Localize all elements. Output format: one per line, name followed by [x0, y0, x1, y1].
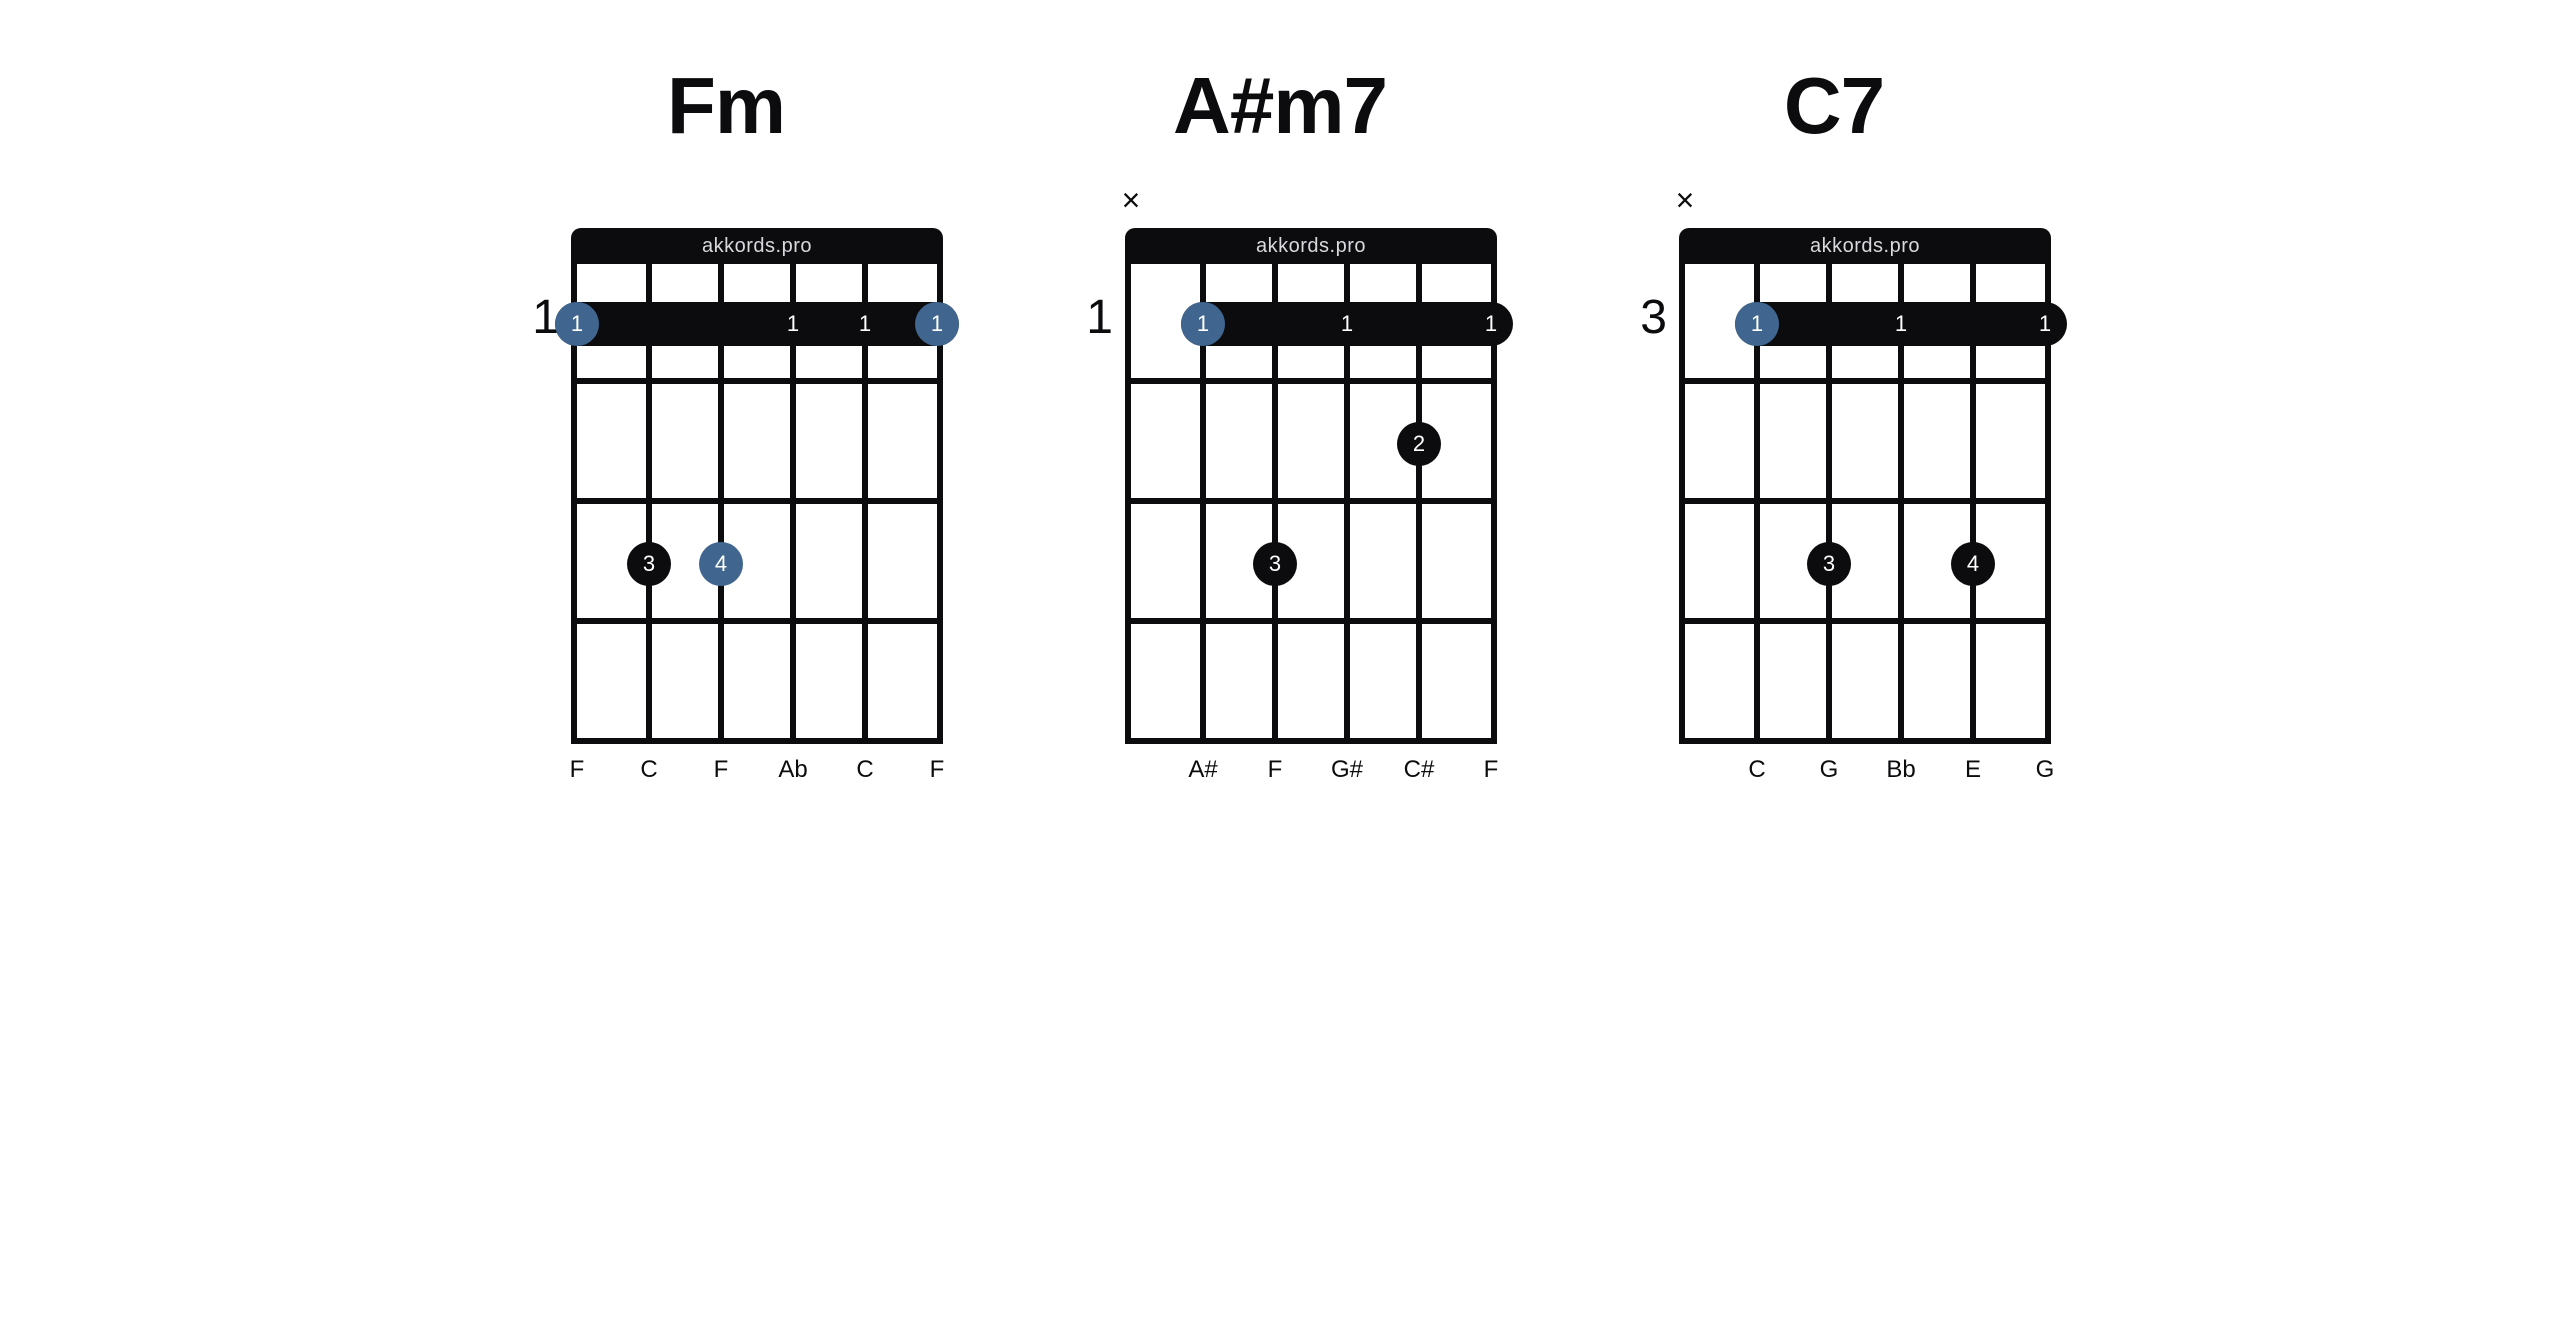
note-label: G — [1820, 756, 1839, 784]
note-label: F — [930, 756, 945, 784]
barre-dot: 1 — [1469, 302, 1513, 346]
note-label: Bb — [1886, 756, 1915, 784]
note-label: C — [1748, 756, 1765, 784]
diagram-wrap: 3×akkords.pro11134CGBbEG — [1617, 182, 2051, 786]
diagram-wrap: 1×akkords.pro11123A#FG#C#F — [1063, 182, 1497, 786]
mute-icon: × — [1676, 182, 1695, 219]
finger-dot: 3 — [1253, 542, 1297, 586]
diagram: akkords.pro111134FCFAbCF — [571, 182, 943, 786]
notes-row: A# F G# C# F — [1125, 756, 1497, 786]
note-label: C# — [1404, 756, 1435, 784]
note-label: F — [1268, 756, 1283, 784]
start-fret-label: 1 — [509, 290, 559, 345]
note-label: F — [714, 756, 729, 784]
chord-name: Fm — [667, 60, 785, 152]
note-label: F — [570, 756, 585, 784]
mute-row — [571, 182, 943, 222]
diagram-wrap: 1akkords.pro111134FCFAbCF — [509, 182, 943, 786]
nut-bar: akkords.pro — [1125, 228, 1497, 264]
fretboard: 11134 — [1679, 264, 2051, 744]
note-label: G# — [1331, 756, 1363, 784]
barre-dot: 1 — [1879, 302, 1923, 346]
finger-dot: 3 — [627, 542, 671, 586]
barre-dot: 1 — [1181, 302, 1225, 346]
mute-row: × — [1679, 182, 2051, 222]
note-label: C — [640, 756, 657, 784]
start-fret-label: 1 — [1063, 290, 1113, 345]
chord-name: C7 — [1784, 60, 1884, 152]
barre — [555, 302, 959, 346]
start-fret-label: 3 — [1617, 290, 1667, 345]
barre-dot: 1 — [771, 302, 815, 346]
finger-dot: 4 — [1951, 542, 1995, 586]
nut-bar: akkords.pro — [1679, 228, 2051, 264]
notes-row: F C F Ab C F — [571, 756, 943, 786]
note-label: G — [2036, 756, 2055, 784]
barre-dot: 1 — [915, 302, 959, 346]
barre-dot: 1 — [1735, 302, 1779, 346]
fretboard: 11123 — [1125, 264, 1497, 744]
barre-dot: 1 — [2023, 302, 2067, 346]
note-label: A# — [1188, 756, 1217, 784]
fretboard: 111134 — [571, 264, 943, 744]
finger-dot: 2 — [1397, 422, 1441, 466]
finger-dot: 4 — [699, 542, 743, 586]
mute-row: × — [1125, 182, 1497, 222]
barre-dot: 1 — [1325, 302, 1369, 346]
mute-icon: × — [1122, 182, 1141, 219]
note-label: Ab — [778, 756, 807, 784]
note-label: C — [856, 756, 873, 784]
note-label: E — [1965, 756, 1981, 784]
chord-name: A#m7 — [1173, 60, 1387, 152]
diagram: ×akkords.pro11134CGBbEG — [1679, 182, 2051, 786]
note-label: F — [1484, 756, 1499, 784]
finger-dot: 3 — [1807, 542, 1851, 586]
notes-row: CGBbEG — [1679, 756, 2051, 786]
chord-diagram: Fm1akkords.pro111134FCFAbCF — [509, 60, 943, 786]
chord-diagram: A#m71×akkords.pro11123A#FG#C#F — [1063, 60, 1497, 786]
barre-dot: 1 — [555, 302, 599, 346]
chord-diagram: C73×akkords.pro11134CGBbEG — [1617, 60, 2051, 786]
diagram: ×akkords.pro11123A#FG#C#F — [1125, 182, 1497, 786]
barre-dot: 1 — [843, 302, 887, 346]
nut-bar: akkords.pro — [571, 228, 943, 264]
